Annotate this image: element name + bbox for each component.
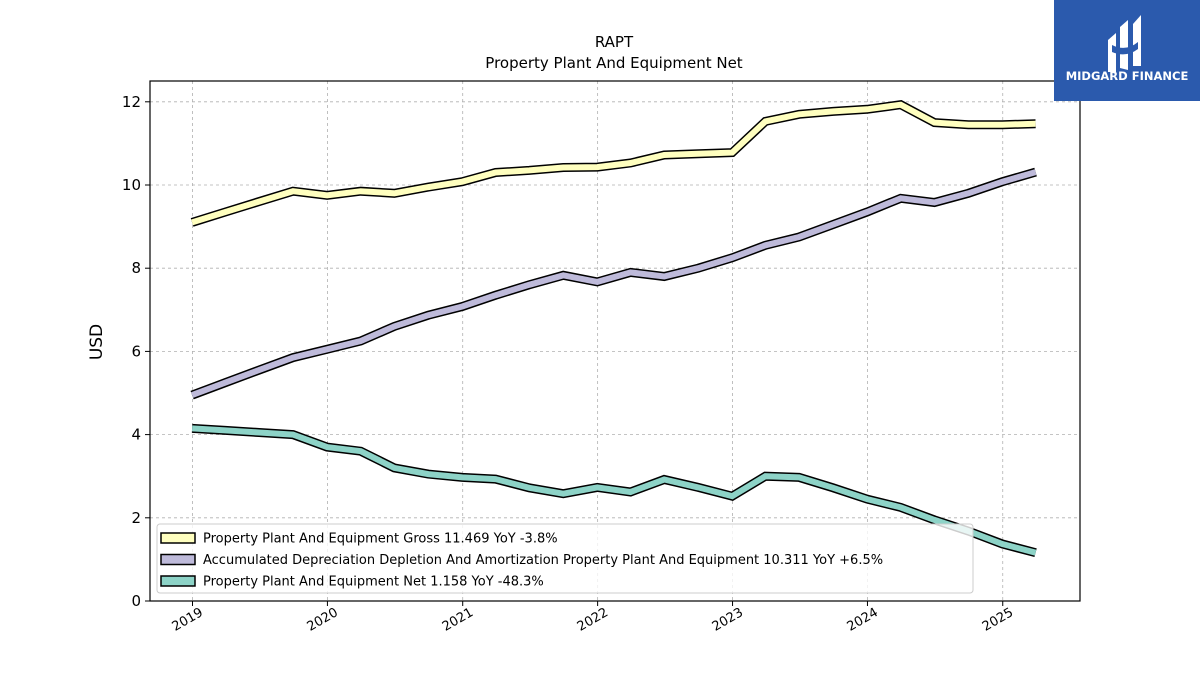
legend-label: Property Plant And Equipment Gross 11.46… bbox=[203, 532, 558, 547]
y-tick-label: 10 bbox=[122, 176, 141, 194]
chart-title: RAPT bbox=[595, 33, 634, 51]
logo-mark-icon bbox=[1108, 15, 1141, 72]
x-tick-label: 2021 bbox=[440, 605, 476, 635]
legend-label: Accumulated Depreciation Depletion And A… bbox=[203, 553, 883, 568]
x-tick-label: 2019 bbox=[170, 605, 206, 635]
y-tick-label: 2 bbox=[131, 509, 141, 527]
series-line bbox=[191, 425, 1037, 556]
legend-swatch bbox=[160, 553, 196, 566]
y-tick-label: 8 bbox=[131, 259, 141, 277]
series-outline bbox=[190, 167, 1037, 400]
x-axis: 2019 2020 2021 2022 2023 2024 2025 bbox=[170, 601, 1016, 635]
legend: Property Plant And Equipment Gross 11.46… bbox=[156, 523, 974, 594]
x-tick-label: 2023 bbox=[710, 605, 746, 635]
plot-frame bbox=[149, 80, 1081, 602]
y-tick-label: 6 bbox=[131, 342, 141, 360]
y-axis-label: USD bbox=[87, 324, 107, 360]
x-tick-label: 2020 bbox=[305, 605, 341, 635]
brand-logo: MIDGARD FINANCE bbox=[1054, 0, 1200, 101]
chart-subtitle: Property Plant And Equipment Net bbox=[485, 54, 742, 72]
series-line bbox=[191, 101, 1036, 226]
x-tick-label: 2025 bbox=[980, 605, 1016, 635]
legend-box bbox=[156, 523, 974, 594]
series-layer bbox=[190, 100, 1037, 558]
x-tick-label: 2022 bbox=[575, 605, 611, 635]
y-tick-label: 0 bbox=[131, 592, 141, 610]
legend-label: Property Plant And Equipment Net 1.158 Y… bbox=[203, 575, 544, 590]
y-tick-label: 12 bbox=[122, 93, 141, 111]
x-tick-label: 2024 bbox=[845, 605, 881, 635]
y-tick-label: 4 bbox=[131, 426, 141, 444]
legend-swatch bbox=[160, 575, 196, 587]
legend-swatch bbox=[160, 532, 196, 544]
y-axis: 0 2 4 6 8 10 12 bbox=[122, 93, 150, 610]
series-line bbox=[191, 169, 1037, 398]
logo-text: MIDGARD FINANCE bbox=[1066, 69, 1189, 83]
